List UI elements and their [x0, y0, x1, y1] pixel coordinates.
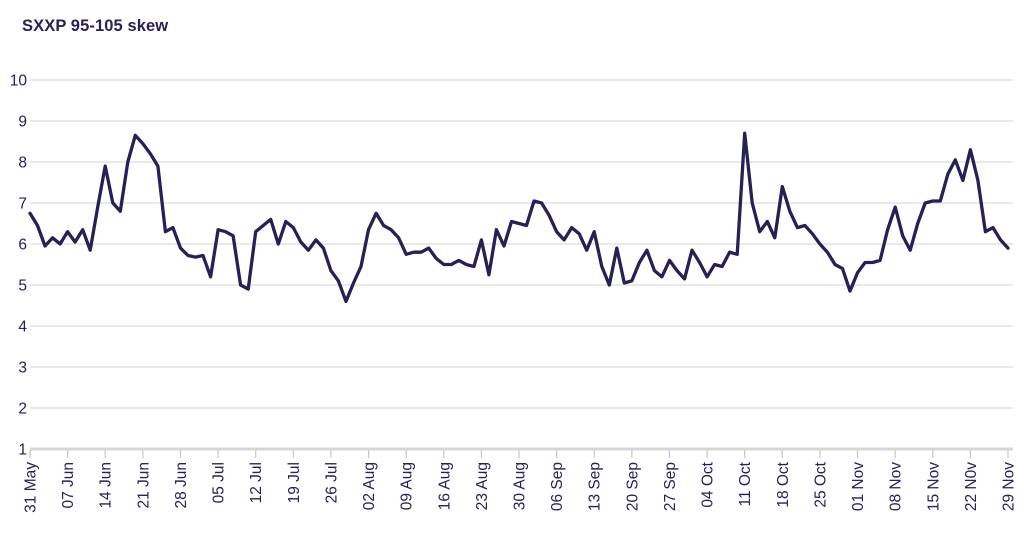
x-axis-tick-label: 09 Aug — [399, 462, 416, 510]
x-axis-tick-label: 19 Jul — [286, 462, 303, 503]
x-axis-tick-label: 21 Jun — [135, 462, 152, 509]
x-axis-tick-label: 31 May — [23, 462, 40, 513]
x-axis-tick-label: 26 Jul — [323, 462, 340, 503]
x-axis-tick-label: 07 Jun — [60, 462, 77, 509]
x-axis-tick-label: 02 Aug — [361, 462, 378, 510]
y-axis-tick-label: 4 — [18, 319, 27, 336]
y-axis-tick-label: 10 — [10, 73, 28, 90]
series-line-sxxp-skew — [28, 131, 1010, 304]
x-axis-tick-label: 04 Oct — [700, 461, 717, 507]
y-axis-tick-label: 7 — [18, 196, 27, 213]
x-axis-tick-label: 20 Sep — [624, 462, 641, 511]
x-axis-tick-label: 01 Nov — [850, 462, 867, 511]
x-axis-tick-label: 14 Jun — [98, 462, 115, 509]
y-axis-tick-label: 9 — [18, 114, 27, 131]
x-axis-tick-label: 18 Oct — [775, 461, 792, 507]
x-axis-tick-label: 11 Oct — [737, 461, 754, 506]
chart-title: SXXP 95-105 skew — [22, 17, 169, 35]
y-axis-tick-label: 8 — [18, 155, 27, 172]
x-axis-tick-label: 16 Aug — [436, 462, 453, 510]
x-axis-tick-label: 12 Jul — [248, 462, 265, 503]
y-axis-tick-label: 2 — [18, 401, 27, 418]
x-axis-tick-label: 23 Aug — [474, 462, 491, 510]
x-axis-tick-label: 30 Aug — [512, 462, 529, 510]
x-axis-tick-label: 25 Oct — [812, 461, 829, 507]
y-axis-tick-label: 3 — [18, 360, 27, 377]
x-axis-tick-label: 13 Sep — [587, 462, 604, 511]
x-axis-tick-label: 15 Nov — [925, 462, 942, 511]
x-axis-tick-label: 08 Nov — [888, 462, 905, 511]
x-axis-tick-label: 29 Nov — [1001, 462, 1018, 511]
x-axis-tick-label: 28 Jun — [173, 462, 190, 509]
x-axis-tick-label: 05 Jul — [211, 462, 228, 503]
x-axis-tick-label: 06 Sep — [549, 462, 566, 511]
x-axis-tick-label: 27 Sep — [662, 462, 679, 511]
x-axis-tick-label: 22 N0v — [963, 462, 980, 511]
y-axis-tick-label: 6 — [18, 237, 27, 254]
y-axis-tick-label: 5 — [18, 278, 27, 295]
y-axis-tick-label: 1 — [18, 442, 27, 459]
